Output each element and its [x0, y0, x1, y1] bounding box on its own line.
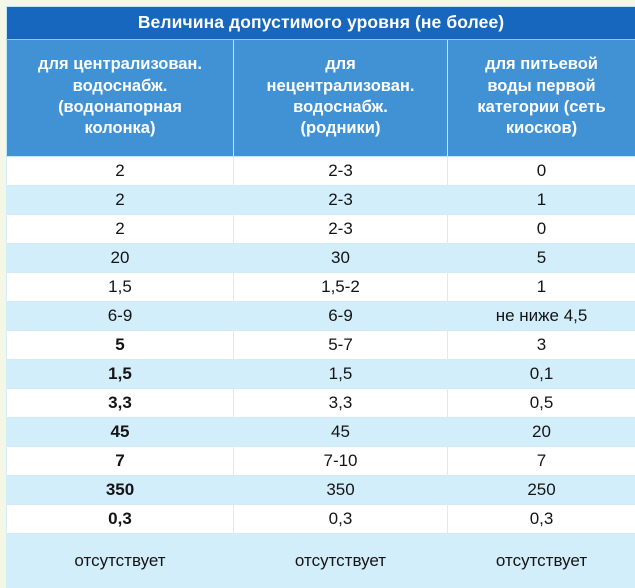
table-cell: 2-3: [234, 186, 448, 215]
table-header: Величина допустимого уровня (не более) д…: [7, 7, 635, 157]
table-cell: 20: [448, 418, 635, 447]
column-header-line: водоснабж.: [73, 77, 168, 95]
table-cell: 1: [448, 273, 635, 302]
table-cell: 7-10: [234, 447, 448, 476]
table-title-row: Величина допустимого уровня (не более): [7, 7, 635, 40]
table-cell: 1,5: [234, 360, 448, 389]
table-cell: 6-9: [234, 302, 448, 331]
table-cell: 2-3: [234, 215, 448, 244]
table-cell: 20: [7, 244, 234, 273]
table-cell: не ниже 4,5: [448, 302, 635, 331]
column-header-first-category: для питьевой воды первой категории (сеть…: [448, 40, 635, 157]
table-cell: 2: [7, 215, 234, 244]
column-header-line: колонка): [85, 119, 156, 137]
table-cell: 7: [7, 447, 234, 476]
table-cell: 45: [234, 418, 448, 447]
table-cell: 0,3: [448, 505, 635, 534]
column-header-centralized: для централизован. водоснабж. (водонапор…: [7, 40, 234, 157]
table-cell: 350: [234, 476, 448, 505]
column-header-decentralized: для нецентрализован. водоснабж. (родники…: [234, 40, 448, 157]
column-header-line: воды первой: [487, 77, 595, 95]
table-cell: 2: [7, 186, 234, 215]
table-cell: 0: [448, 157, 635, 186]
table-cell: 350: [7, 476, 234, 505]
table-cell: 2: [7, 157, 234, 186]
table-cell: отсутствует: [234, 534, 448, 588]
column-header-line: категории (сеть: [477, 98, 605, 116]
table-cell: 3: [448, 331, 635, 360]
table-cell: 0,3: [234, 505, 448, 534]
table-cell: 5: [7, 331, 234, 360]
column-header-row: для централизован. водоснабж. (водонапор…: [7, 40, 635, 157]
table-cell: 3,3: [234, 389, 448, 418]
table-cell: 7: [448, 447, 635, 476]
table-frame: Величина допустимого уровня (не более) д…: [6, 6, 635, 573]
table-cell: 2-3: [234, 157, 448, 186]
table-cell: отсутствует: [7, 534, 234, 588]
table-cell: 1: [448, 186, 635, 215]
table-cell: 5-7: [234, 331, 448, 360]
table-cell: 0,1: [448, 360, 635, 389]
table-cell: 3,3: [7, 389, 234, 418]
table-cell: 0,5: [448, 389, 635, 418]
table-title: Величина допустимого уровня (не более): [7, 7, 635, 40]
table-cell: 30: [234, 244, 448, 273]
table-cell: 1,5: [7, 273, 234, 302]
allowable-level-table: Величина допустимого уровня (не более) д…: [6, 6, 635, 588]
table-cell: 0,3: [7, 505, 234, 534]
column-header-line: нецентрализован.: [267, 77, 415, 95]
column-header-line: водоснабж.: [293, 98, 388, 116]
table-cell: 6-9: [7, 302, 234, 331]
column-header-line: для питьевой: [485, 55, 598, 73]
column-header-line: для централизован.: [38, 55, 202, 73]
table-cell: 1,5-2: [234, 273, 448, 302]
table-cell: 1,5: [7, 360, 234, 389]
column-header-line: для: [325, 55, 356, 73]
table-cell: 5: [448, 244, 635, 273]
table-cell: 250: [448, 476, 635, 505]
table-cell: отсутствует: [448, 534, 635, 588]
column-header-line: киосков): [506, 119, 577, 137]
table-cell: 0: [448, 215, 635, 244]
table-cell: 45: [7, 418, 234, 447]
column-header-line: (водонапорная: [58, 98, 182, 116]
column-header-line: (родники): [301, 119, 381, 137]
